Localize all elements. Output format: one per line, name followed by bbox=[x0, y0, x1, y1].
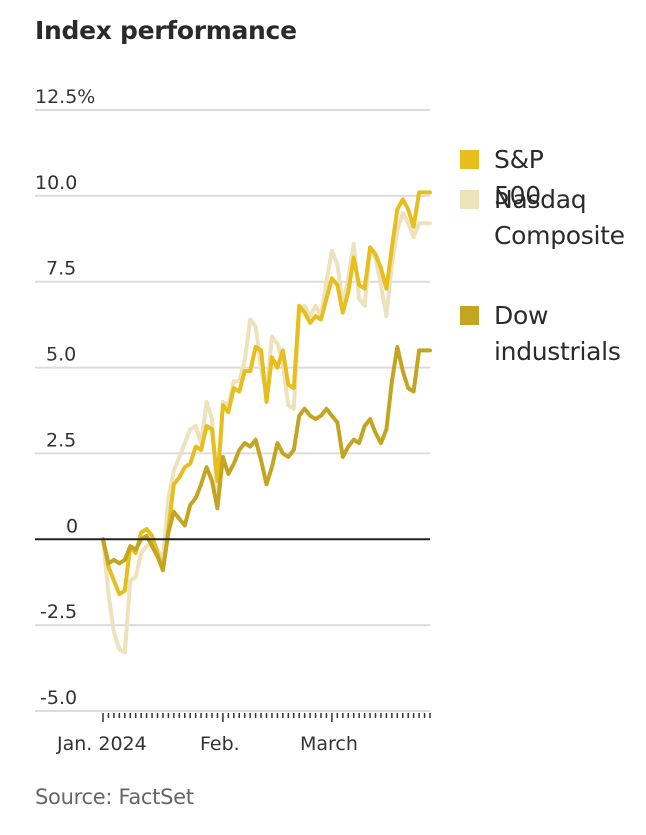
x-axis: Jan. 2024 Feb. March bbox=[56, 713, 431, 755]
x-tick-label: Feb. bbox=[200, 733, 240, 755]
legend-item-nasdaq: Nasdaq Composite bbox=[460, 182, 625, 254]
y-tick-label: 10.0 bbox=[35, 172, 77, 194]
series-lines bbox=[101, 190, 432, 655]
series-line-dow-industrials bbox=[101, 345, 432, 573]
y-tick-label: 0 bbox=[66, 515, 78, 537]
y-tick-label: 7.5 bbox=[46, 258, 76, 280]
legend-swatch-sp500 bbox=[460, 150, 479, 169]
series-line-nasdaq-composite bbox=[101, 211, 432, 655]
x-tick-label: March bbox=[300, 733, 358, 755]
gridlines bbox=[35, 109, 430, 712]
y-tick-label: 12.5% bbox=[35, 86, 95, 108]
y-tick-label: -5.0 bbox=[40, 687, 77, 709]
legend-item-sp500: S&P 500 bbox=[460, 142, 544, 214]
legend-swatch-nasdaq bbox=[460, 190, 479, 209]
legend-swatch-dow bbox=[460, 306, 479, 325]
x-tick-label: Jan. 2024 bbox=[56, 733, 147, 755]
legend-label-sp500: S&P 500 bbox=[494, 145, 544, 210]
legend-label-dow: Dow industrials bbox=[494, 301, 621, 366]
y-axis: 12.5% 10.0 7.5 5.0 2.5 0 -2.5 -5.0 bbox=[35, 86, 95, 709]
legend-label-nasdaq: Nasdaq Composite bbox=[494, 185, 625, 250]
chart-title: Index performance bbox=[35, 16, 297, 45]
y-tick-label: 2.5 bbox=[46, 429, 76, 451]
legend-item-dow: Dow industrials bbox=[460, 298, 621, 370]
y-tick-label: -2.5 bbox=[40, 601, 77, 623]
y-tick-label: 5.0 bbox=[46, 344, 76, 366]
series-line-s-p-500 bbox=[101, 190, 432, 597]
source-note: Source: FactSet bbox=[35, 785, 194, 809]
